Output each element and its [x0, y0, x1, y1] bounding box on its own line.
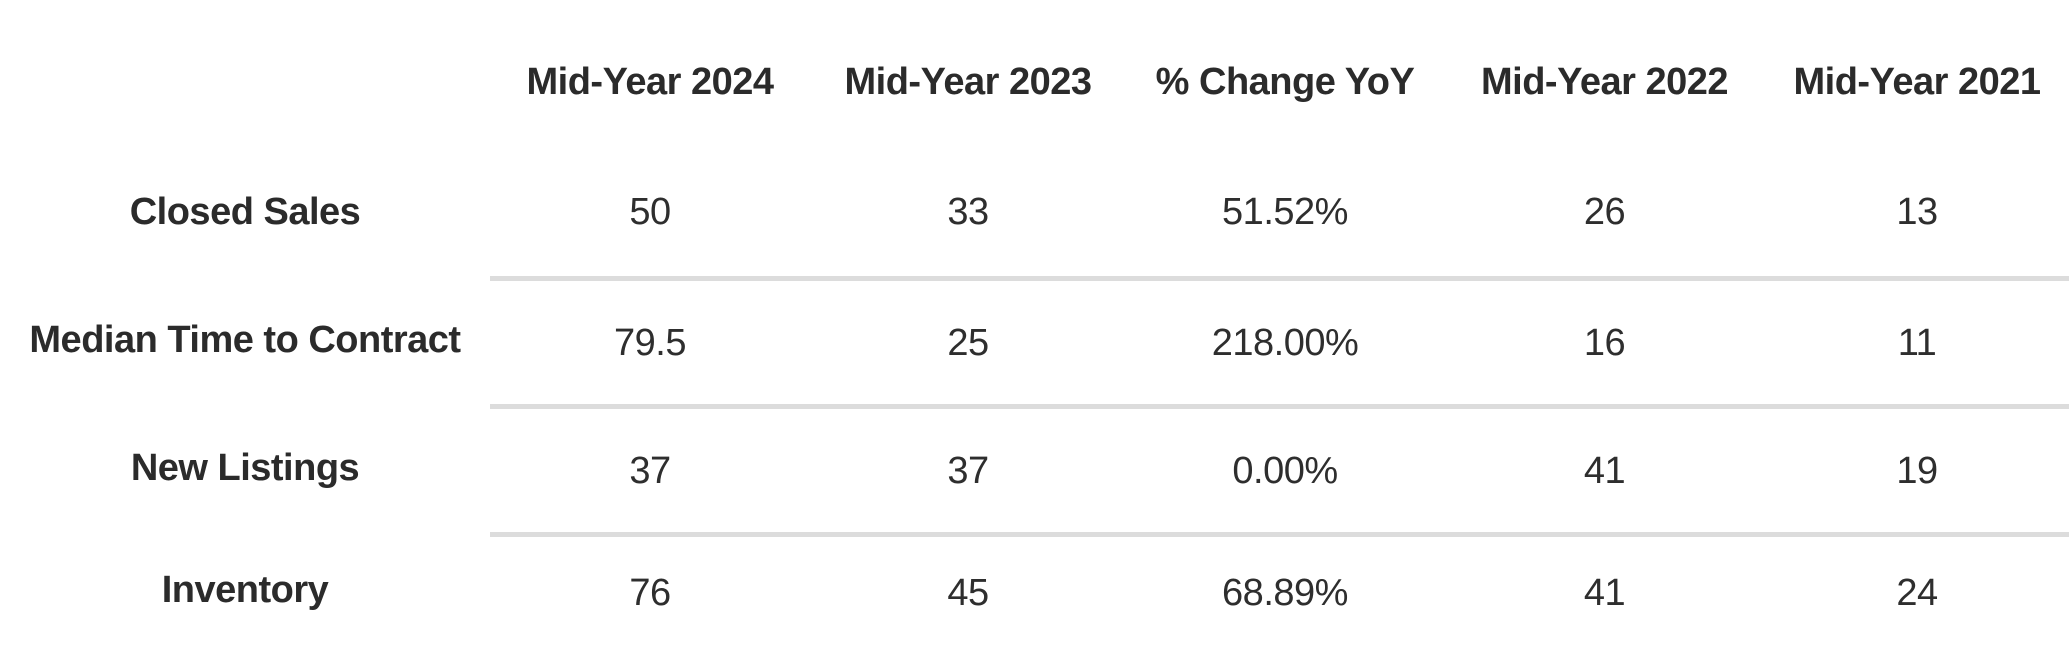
table-cell: 79.5	[490, 276, 810, 404]
column-header-blank	[0, 16, 490, 148]
column-header-pct-change-yoy: % Change YoY	[1155, 61, 1415, 103]
column-header-mid-year-2022: Mid-Year 2022	[1481, 61, 1728, 103]
row-label-new-listings: New Listings	[130, 447, 360, 489]
table-cell: 68.89%	[1126, 532, 1444, 648]
table-cell: 0.00%	[1126, 404, 1444, 532]
table-cell: 19	[1765, 404, 2069, 532]
table-cell: 33	[947, 191, 989, 233]
column-header-mid-year-2021: Mid-Year 2021	[1793, 61, 2041, 103]
table-cell: 76	[490, 532, 810, 648]
table-cell: 37	[810, 404, 1126, 532]
table-cell: 218.00%	[1126, 276, 1444, 404]
table-cell: 50	[629, 191, 671, 233]
table-cell: 24	[1765, 532, 2069, 648]
table-cell: 16	[1444, 276, 1765, 404]
row-label-inventory: Inventory	[161, 569, 329, 611]
table-cell: 25	[810, 276, 1126, 404]
table-cell: 13	[1896, 191, 1938, 233]
row-label-median-time-to-contract: Median Time to Contract	[29, 319, 461, 361]
column-header-mid-year-2023: Mid-Year 2023	[844, 61, 1092, 103]
table-cell: 41	[1444, 532, 1765, 648]
table-cell: 45	[810, 532, 1126, 648]
table-cell: 11	[1765, 276, 2069, 404]
column-header-mid-year-2024: Mid-Year 2024	[526, 61, 774, 103]
table-cell: 51.52%	[1222, 191, 1348, 233]
table-cell: 37	[490, 404, 810, 532]
table-cell: 26	[1583, 191, 1626, 233]
table-cell: 41	[1444, 404, 1765, 532]
row-label-closed-sales: Closed Sales	[129, 191, 361, 233]
